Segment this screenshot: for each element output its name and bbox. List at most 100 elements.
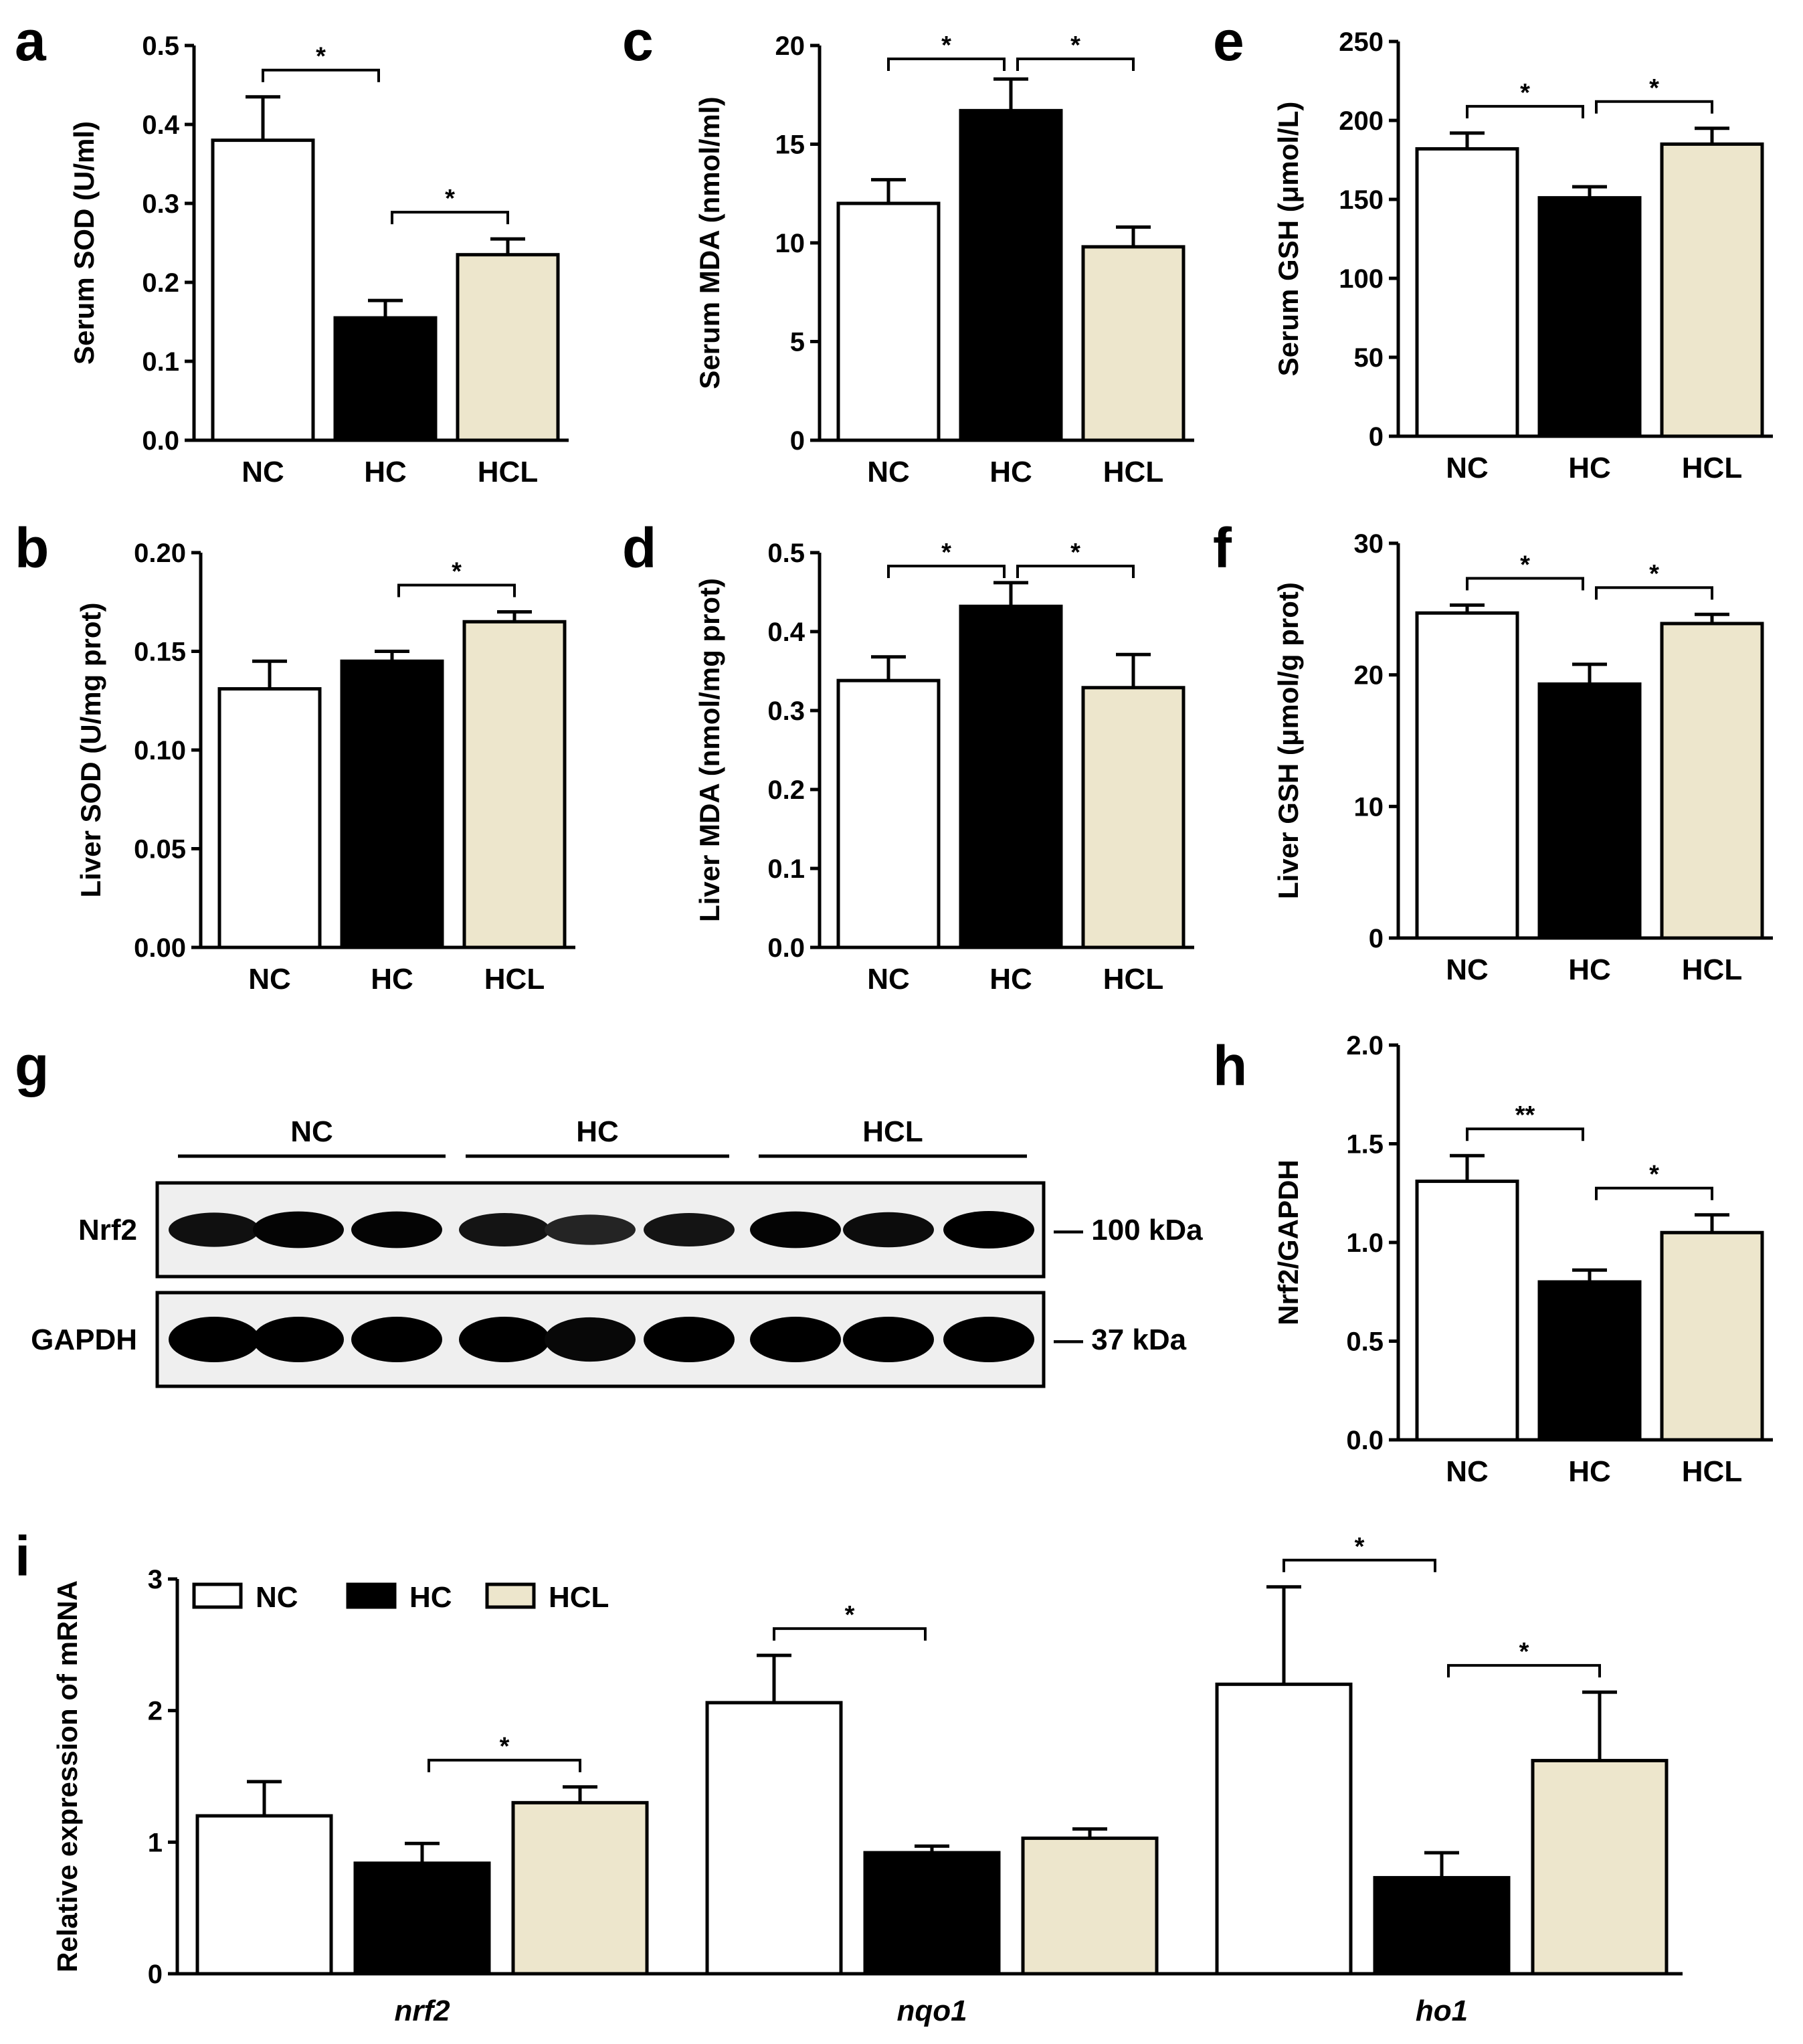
bar [705,1701,843,1976]
blot-band [644,1213,735,1246]
blot-band [459,1317,550,1362]
significance-bracket [1447,1664,1601,1678]
blot-size-marker: — 37 kDa [1054,1323,1187,1356]
y-tick-label: 0.3 [767,696,805,726]
bar [462,620,567,949]
bar [1021,1836,1159,1976]
y-tick-label: 0.0 [767,933,805,963]
blot-band [943,1317,1034,1362]
significance-bracket [1466,1127,1584,1141]
x-category-label: NC [1446,953,1489,986]
y-tick-label: 0.00 [134,933,186,963]
bar [1537,682,1642,940]
panel-d-liver-mda: 0.0 0.1 0.2 0.3 0.4 0.5 Liver MDA (nmol/mg pro… [622,517,1194,996]
bar [195,1814,333,1976]
significance-label: * [1520,79,1530,107]
y-tick-label: 0.1 [767,854,805,884]
significance-label: * [1070,31,1080,60]
x-category-label: NC [867,456,910,488]
y-axis-title: Liver GSH (μmol/g prot) [1272,582,1304,899]
panel-letter: g [15,1034,49,1097]
y-tick-label: 0.4 [767,618,805,647]
bar [1373,1875,1511,1976]
y-tick-label: 50 [1354,343,1384,373]
y-tick-label: 0.05 [134,835,186,864]
x-category-label: HCL [1682,953,1742,986]
blot-band [253,1317,344,1362]
bar [1415,611,1519,940]
y-axis-title: Liver MDA (nmol/mg prot) [694,578,725,922]
x-category-label: HC [989,456,1032,488]
panel-letter: f [1213,517,1232,579]
legend-label: HCL [549,1581,609,1614]
y-axis-title: Nrf2/GAPDH [1272,1159,1304,1325]
bar [1415,1180,1519,1442]
blot-band [351,1317,442,1362]
y-tick-label: 100 [1339,264,1384,294]
significance-bracket [1595,586,1713,600]
y-tick-label: 0 [1369,924,1384,953]
bar [1660,1230,1764,1442]
y-tick-label: 20 [1354,661,1384,690]
significance-label: * [1519,1638,1529,1666]
y-tick-label: 15 [775,130,805,160]
x-category-label: HC [1568,953,1611,986]
bar [1537,1280,1642,1442]
legend-swatch [346,1582,397,1609]
y-tick-label: 5 [790,328,805,357]
panel-letter: a [15,9,47,72]
y-tick-label: 1.5 [1346,1130,1384,1159]
x-category-label: HCL [478,456,538,488]
bar [333,316,438,442]
significance-bracket [1016,58,1135,71]
y-axis-title: Serum SOD (U/ml) [68,121,100,365]
blot-band [943,1211,1034,1248]
y-axis-title: Liver SOD (U/mg prot) [75,602,106,897]
y-tick-label: 2 [148,1697,163,1726]
y-tick-label: 0.0 [1346,1426,1384,1455]
x-category-label: nqo1 [896,1994,967,2027]
blot-band [169,1212,260,1247]
panel-letter: i [15,1525,30,1588]
y-tick-label: 0.5 [767,539,805,568]
legend-swatch [192,1582,243,1609]
blot-band [459,1213,550,1246]
bar [959,108,1063,442]
blot-band [750,1317,841,1362]
bar [1215,1682,1353,1976]
y-tick-label: 1 [148,1828,163,1857]
panel-a-serum-sod: 0.0 0.1 0.2 0.3 0.4 0.5 Serum SOD (U/ml) a NC HC H… [15,9,569,488]
significance-label: * [1520,551,1530,579]
x-category-label: NC [248,963,291,996]
panel-letter: d [622,517,656,579]
significance-label: * [1649,74,1659,102]
y-tick-label: 3 [148,1565,163,1594]
bar [836,201,941,442]
blot-band [545,1214,636,1245]
significance-label: * [1070,539,1080,567]
significance-label: * [500,1733,510,1761]
bar [959,604,1063,949]
y-axis-title: Relative expression of mRNA [52,1580,83,1972]
y-tick-label: 0.1 [142,347,179,377]
blot-band [169,1317,260,1362]
blot-band [843,1317,934,1362]
bar [340,659,444,949]
significance-label: * [941,539,951,567]
y-tick-label: 1.0 [1346,1228,1384,1258]
legend-label: HC [409,1581,452,1614]
significance-label: * [1355,1533,1365,1561]
y-tick-label: 0.2 [767,775,805,805]
bar [217,687,322,949]
panel-e-serum-gsh: 0 50 100 150 200 250 Serum GSH (μmol/L) e NC HC HC… [1213,9,1773,484]
panel-c-serum-mda: 0 5 10 15 20 Serum MDA (nmol/ml) c NC HC HCL * * [622,9,1194,488]
x-category-label: NC [242,456,284,488]
significance-bracket [1595,1186,1713,1200]
y-tick-label: 0.0 [142,426,179,456]
y-tick-label: 0 [148,1960,163,1989]
significance-label: * [941,31,951,60]
y-axis-title: Serum GSH (μmol/L) [1272,102,1304,377]
y-tick-label: 30 [1354,529,1384,559]
y-tick-label: 250 [1339,27,1384,57]
